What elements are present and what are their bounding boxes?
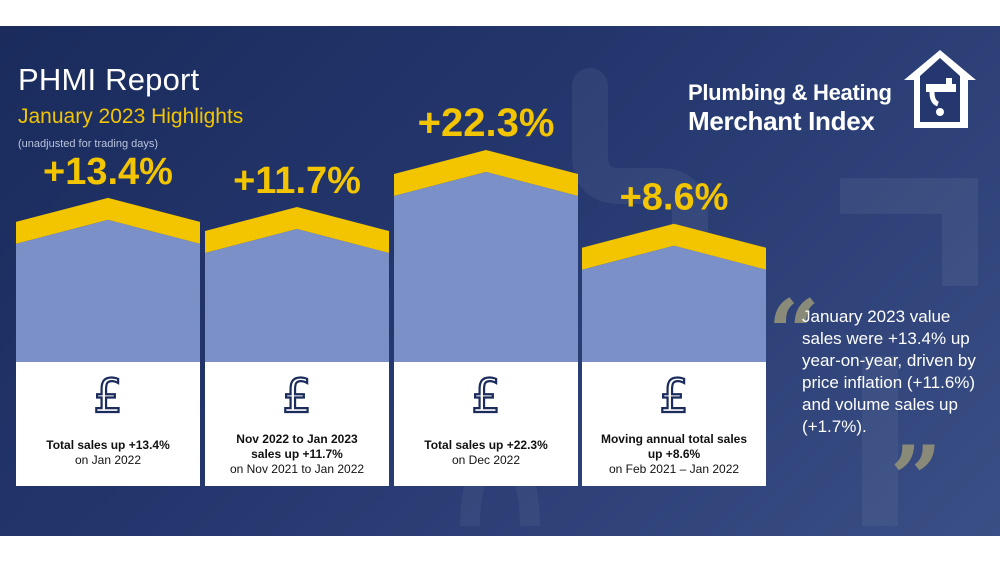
bar-roof-1 [16, 197, 200, 244]
report-note: (unadjusted for trading days) [18, 138, 159, 150]
close-quote-mark: ” [890, 426, 942, 532]
pound-icon: £ [470, 368, 501, 424]
report-title: PHMI Report [18, 62, 200, 97]
bar-3 [394, 172, 578, 362]
house-tap-icon [904, 50, 976, 128]
pipe-decoration [460, 68, 978, 527]
caption-card-3: £ Total sales up +22.3% on Dec 2022 [394, 362, 578, 486]
phmi-logo: Plumbing & Heating Merchant Index [688, 48, 978, 136]
logo-line-1: Plumbing & Heating [688, 80, 892, 105]
caption-normal: on Jan 2022 [74, 453, 142, 467]
caption-card-2: £ Nov 2022 to Jan 2023 sales up +11.7% on … [205, 362, 389, 486]
caption-bold: Nov 2022 to Jan 2023 sales up +11.7% [236, 432, 358, 461]
bar-4 [582, 245, 766, 362]
caption-text: Nov 2022 to Jan 2023 sales up +11.7% on N… [205, 432, 389, 477]
caption-bold: Total sales up +13.4% [46, 438, 170, 452]
logo-line-2: Merchant Index [688, 106, 875, 136]
bar-roof-2 [205, 207, 389, 254]
pound-icon: £ [281, 368, 312, 424]
quote-text: January 2023 value sales were +13.4% up … [802, 307, 976, 436]
bar-label-2: +11.7% [233, 160, 361, 202]
bar-chart: +13.4% +11.7% +22.3% +8.6% [16, 101, 766, 362]
caption-normal: on Feb 2021 – Jan 2022 [608, 462, 740, 476]
pound-icon: £ [92, 368, 123, 424]
caption-bold: Total sales up +22.3% [424, 438, 548, 452]
caption-card-1: £ Total sales up +13.4% on Jan 2022 [16, 362, 200, 486]
bar-label-3: +22.3% [418, 101, 555, 145]
report-panel: PHMI Report January 2023 Highlights (una… [0, 26, 1000, 536]
bar-roof-4 [582, 223, 766, 270]
bar-1 [16, 219, 200, 362]
caption-text: Total sales up +13.4% on Jan 2022 [16, 438, 200, 468]
caption-normal: on Nov 2021 to Jan 2022 [229, 462, 365, 476]
bar-label-1: +13.4% [43, 151, 173, 193]
caption-text: Moving annual total sales up +8.6% on Feb… [582, 432, 766, 477]
bar-2 [205, 229, 389, 362]
caption-card-4: £ Moving annual total sales up +8.6% on Fe… [582, 362, 766, 486]
bar-roof-3 [394, 150, 578, 196]
open-quote-mark: “ [768, 280, 820, 386]
caption-text: Total sales up +22.3% on Dec 2022 [394, 438, 578, 468]
bar-label-4: +8.6% [620, 177, 729, 219]
pound-icon: £ [658, 368, 689, 424]
caption-bold: Moving annual total sales up +8.6% [600, 432, 748, 461]
caption-normal: on Dec 2022 [451, 453, 521, 467]
report-subtitle: January 2023 Highlights [18, 105, 244, 128]
